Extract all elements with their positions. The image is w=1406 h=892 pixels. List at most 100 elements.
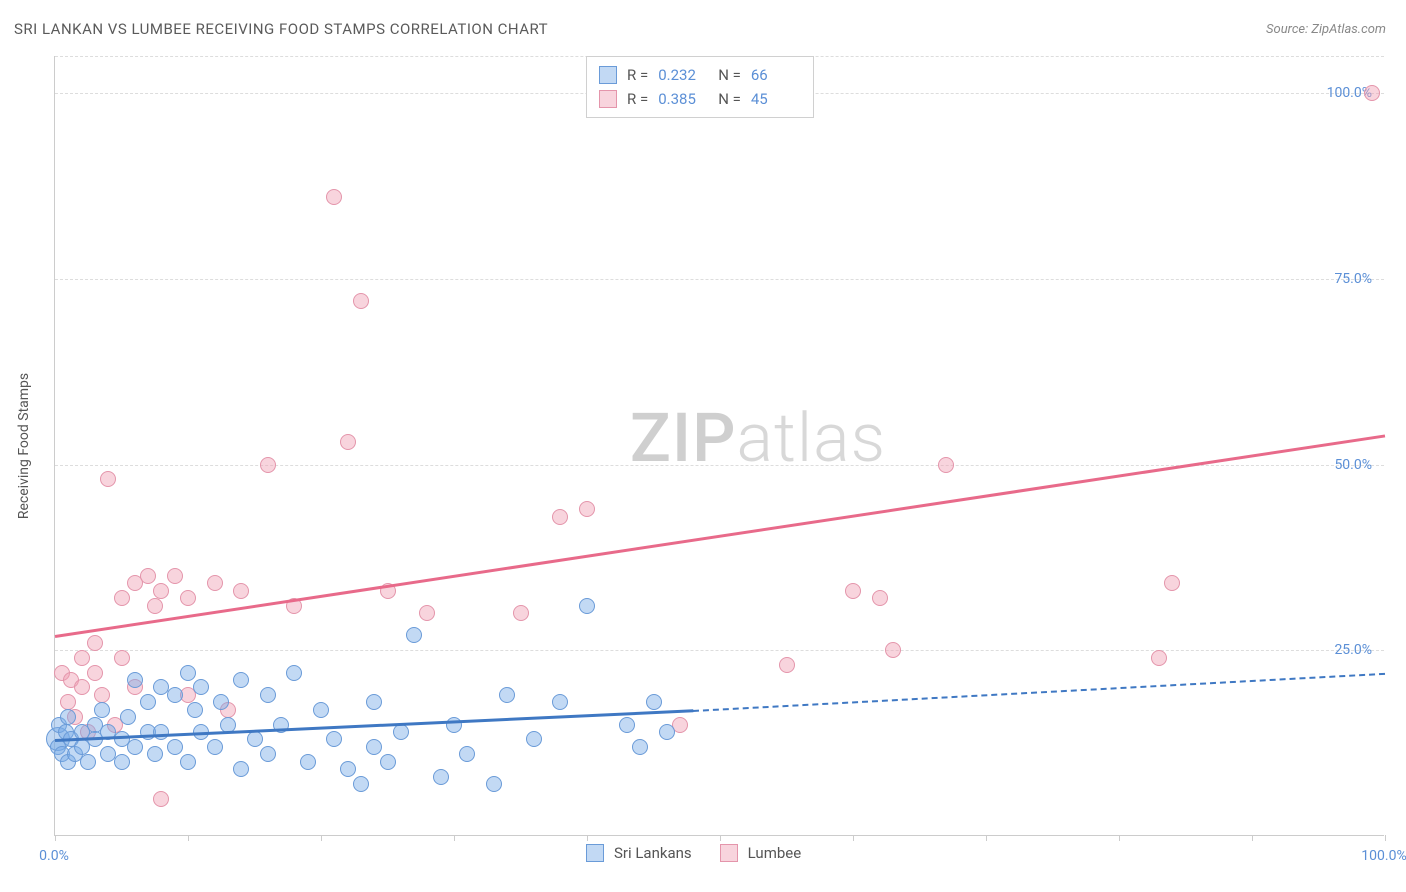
point-lumbee <box>74 679 90 695</box>
x-tick <box>720 835 721 841</box>
point-lumbee <box>60 694 76 710</box>
point-sri-lankan <box>247 731 263 747</box>
legend-r-label: R = <box>627 63 648 87</box>
point-lumbee <box>87 635 103 651</box>
point-lumbee <box>100 471 116 487</box>
point-sri-lankan <box>167 739 183 755</box>
correlation-legend: R = 0.232 N = 66 R = 0.385 N = 45 <box>586 56 814 118</box>
point-sri-lankan <box>340 761 356 777</box>
x-tick-label: 100.0% <box>1361 848 1406 864</box>
point-sri-lankan <box>207 739 223 755</box>
point-sri-lankan <box>127 672 143 688</box>
legend-label: Sri Lankans <box>614 844 692 862</box>
point-lumbee <box>87 665 103 681</box>
point-lumbee <box>552 509 568 525</box>
point-sri-lankan <box>446 717 462 733</box>
chart-title: SRI LANKAN VS LUMBEE RECEIVING FOOD STAM… <box>14 20 548 38</box>
x-tick <box>454 835 455 841</box>
x-tick <box>188 835 189 841</box>
gridline <box>55 650 1384 651</box>
point-lumbee <box>207 575 223 591</box>
point-lumbee <box>579 501 595 517</box>
legend-n-value: 66 <box>751 63 801 87</box>
point-sri-lankan <box>286 665 302 681</box>
point-sri-lankan <box>433 769 449 785</box>
legend-n-label: N = <box>718 63 741 87</box>
point-lumbee <box>147 598 163 614</box>
legend-row: R = 0.232 N = 66 <box>599 63 801 87</box>
y-tick-label: 25.0% <box>1334 642 1372 658</box>
point-lumbee <box>845 583 861 599</box>
point-lumbee <box>1364 85 1380 101</box>
legend-swatch <box>586 844 604 862</box>
point-lumbee <box>779 657 795 673</box>
point-sri-lankan <box>127 739 143 755</box>
legend-n-label: N = <box>718 87 741 111</box>
point-sri-lankan <box>180 754 196 770</box>
point-sri-lankan <box>167 687 183 703</box>
point-sri-lankan <box>619 717 635 733</box>
point-sri-lankan <box>300 754 316 770</box>
x-tick <box>986 835 987 841</box>
point-lumbee <box>167 568 183 584</box>
point-lumbee <box>872 590 888 606</box>
point-lumbee <box>1164 575 1180 591</box>
legend-r-value: 0.232 <box>658 63 708 87</box>
legend-swatch <box>599 66 617 84</box>
point-sri-lankan <box>233 761 249 777</box>
x-tick-label: 0.0% <box>39 848 69 864</box>
point-lumbee <box>260 457 276 473</box>
chart-source: Source: ZipAtlas.com <box>1266 22 1386 37</box>
point-lumbee <box>1151 650 1167 666</box>
point-sri-lankan <box>260 746 276 762</box>
point-sri-lankan <box>140 694 156 710</box>
point-lumbee <box>326 189 342 205</box>
legend-swatch <box>599 90 617 108</box>
plot-area: ZIPatlas 25.0%50.0%75.0%100.0% <box>54 56 1384 836</box>
point-sri-lankan <box>486 776 502 792</box>
point-sri-lankan <box>526 731 542 747</box>
legend-r-value: 0.385 <box>658 87 708 111</box>
y-tick-label: 75.0% <box>1334 271 1372 287</box>
y-tick-label: 50.0% <box>1334 457 1372 473</box>
point-sri-lankan <box>60 709 76 725</box>
trendline-sri-lankan-extrapolated <box>693 673 1385 712</box>
point-sri-lankan <box>380 754 396 770</box>
point-sri-lankan <box>646 694 662 710</box>
point-lumbee <box>153 791 169 807</box>
point-sri-lankan <box>313 702 329 718</box>
point-sri-lankan <box>114 754 130 770</box>
point-lumbee <box>153 583 169 599</box>
point-sri-lankan <box>187 702 203 718</box>
point-sri-lankan <box>632 739 648 755</box>
point-lumbee <box>938 457 954 473</box>
gridline <box>55 279 1384 280</box>
point-sri-lankan <box>94 702 110 718</box>
point-sri-lankan <box>579 598 595 614</box>
point-lumbee <box>340 434 356 450</box>
point-sri-lankan <box>80 754 96 770</box>
point-sri-lankan <box>260 687 276 703</box>
point-lumbee <box>140 568 156 584</box>
point-lumbee <box>180 590 196 606</box>
legend-swatch <box>720 844 738 862</box>
x-tick <box>1119 835 1120 841</box>
point-sri-lankan <box>147 746 163 762</box>
point-lumbee <box>419 605 435 621</box>
point-sri-lankan <box>459 746 475 762</box>
point-lumbee <box>114 590 130 606</box>
x-tick <box>55 835 56 841</box>
legend-label: Lumbee <box>748 844 802 862</box>
legend-r-label: R = <box>627 87 648 111</box>
legend-n-value: 45 <box>751 87 801 111</box>
point-sri-lankan <box>326 731 342 747</box>
point-lumbee <box>74 650 90 666</box>
point-lumbee <box>233 583 249 599</box>
point-sri-lankan <box>659 724 675 740</box>
point-sri-lankan <box>552 694 568 710</box>
point-sri-lankan <box>353 776 369 792</box>
x-tick <box>321 835 322 841</box>
point-sri-lankan <box>213 694 229 710</box>
point-sri-lankan <box>366 739 382 755</box>
x-tick <box>1252 835 1253 841</box>
